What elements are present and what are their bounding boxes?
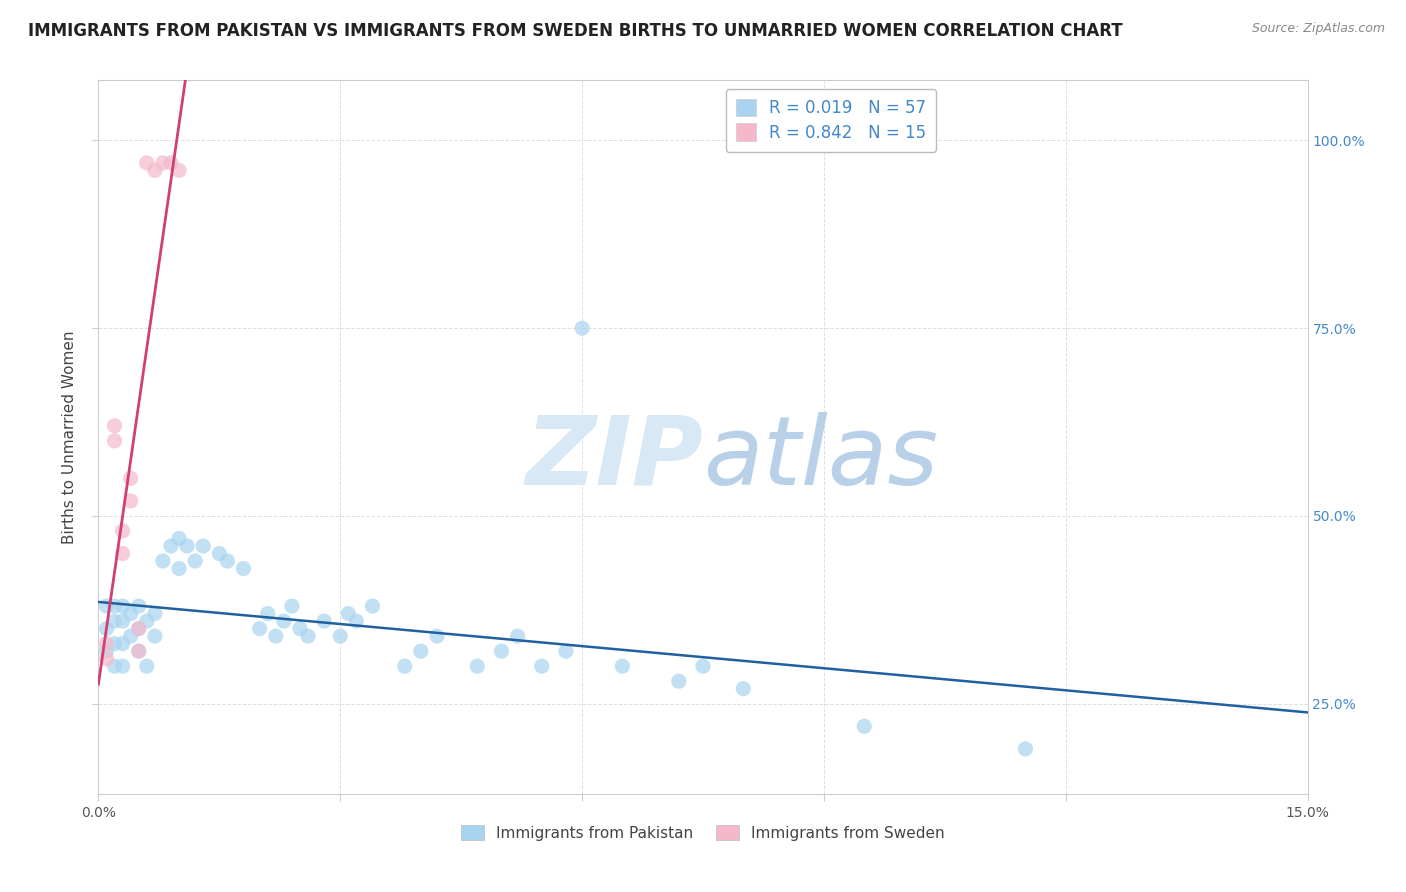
Point: [111, 524, 134, 538]
Point: [152, 156, 174, 170]
Point: [143, 629, 166, 643]
Point: [232, 561, 254, 575]
Point: [120, 629, 142, 643]
Point: [111, 547, 134, 561]
Point: [111, 637, 134, 651]
Point: [160, 156, 183, 170]
Point: [135, 156, 157, 170]
Point: [135, 614, 157, 628]
Point: [128, 644, 150, 658]
Point: [135, 659, 157, 673]
Point: [264, 629, 287, 643]
Point: [120, 471, 142, 485]
Point: [506, 629, 529, 643]
Point: [288, 622, 311, 636]
Text: atlas: atlas: [703, 412, 938, 505]
Point: [96, 599, 118, 613]
Point: [96, 622, 118, 636]
Point: [167, 561, 190, 575]
Point: [692, 659, 714, 673]
Point: [344, 614, 367, 628]
Point: [103, 418, 125, 433]
Point: [571, 321, 593, 335]
Point: [176, 539, 198, 553]
Point: [329, 629, 352, 643]
Point: [361, 599, 384, 613]
Text: Source: ZipAtlas.com: Source: ZipAtlas.com: [1251, 22, 1385, 36]
Point: [612, 659, 634, 673]
Point: [314, 614, 336, 628]
Text: ZIP: ZIP: [524, 412, 703, 505]
Point: [409, 644, 432, 658]
Point: [491, 644, 513, 658]
Point: [184, 554, 207, 568]
Point: [167, 163, 190, 178]
Point: [96, 644, 118, 658]
Point: [103, 434, 125, 448]
Point: [103, 659, 125, 673]
Point: [103, 599, 125, 613]
Y-axis label: Births to Unmarried Women: Births to Unmarried Women: [62, 330, 77, 544]
Point: [193, 539, 215, 553]
Point: [465, 659, 488, 673]
Point: [111, 599, 134, 613]
Point: [128, 622, 150, 636]
Point: [128, 644, 150, 658]
Point: [103, 637, 125, 651]
Point: [128, 622, 150, 636]
Point: [853, 719, 876, 733]
Text: IMMIGRANTS FROM PAKISTAN VS IMMIGRANTS FROM SWEDEN BIRTHS TO UNMARRIED WOMEN COR: IMMIGRANTS FROM PAKISTAN VS IMMIGRANTS F…: [28, 22, 1123, 40]
Legend: Immigrants from Pakistan, Immigrants from Sweden: Immigrants from Pakistan, Immigrants fro…: [456, 819, 950, 847]
Point: [733, 681, 755, 696]
Point: [249, 622, 271, 636]
Point: [337, 607, 360, 621]
Point: [143, 607, 166, 621]
Point: [103, 614, 125, 628]
Point: [208, 547, 231, 561]
Point: [256, 607, 278, 621]
Point: [96, 651, 118, 665]
Point: [297, 629, 319, 643]
Point: [160, 539, 183, 553]
Point: [143, 163, 166, 178]
Point: [281, 599, 304, 613]
Point: [152, 554, 174, 568]
Point: [96, 637, 118, 651]
Point: [668, 674, 690, 689]
Point: [120, 494, 142, 508]
Point: [128, 599, 150, 613]
Point: [426, 629, 449, 643]
Point: [217, 554, 239, 568]
Point: [167, 532, 190, 546]
Point: [1014, 741, 1036, 756]
Point: [120, 607, 142, 621]
Point: [530, 659, 553, 673]
Point: [111, 659, 134, 673]
Point: [111, 614, 134, 628]
Point: [394, 659, 416, 673]
Point: [273, 614, 295, 628]
Point: [555, 644, 578, 658]
